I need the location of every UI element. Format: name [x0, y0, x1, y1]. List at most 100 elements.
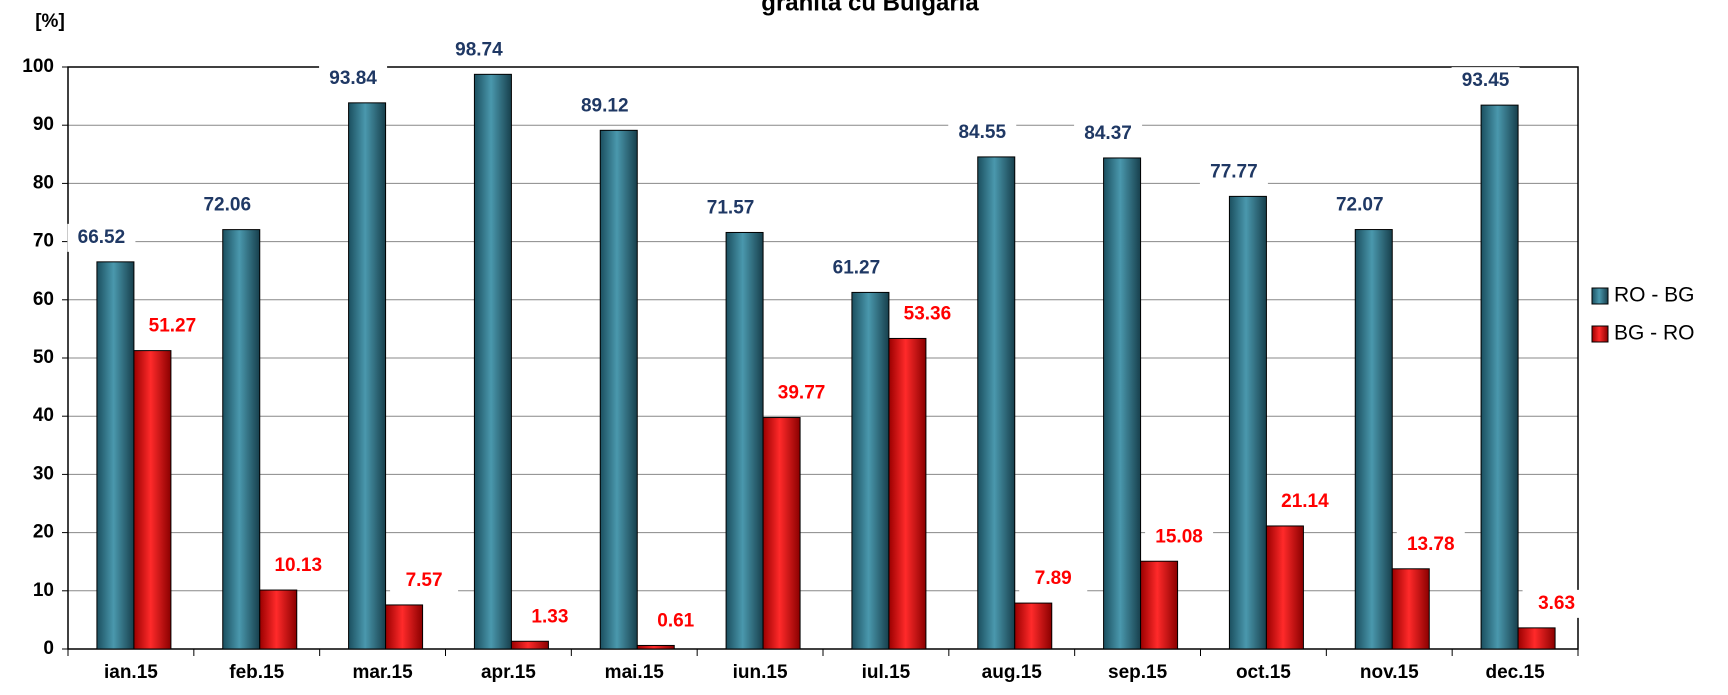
value-label-bg	[1074, 119, 1143, 148]
value-label: 1.33	[531, 606, 568, 627]
y-tick-label: 0	[43, 638, 54, 659]
x-tick-label: mai.15	[605, 662, 665, 683]
y-tick-label: 30	[33, 463, 54, 484]
value-label-bg	[138, 312, 207, 341]
legend-label: BG - RO	[1614, 322, 1695, 345]
bar	[473, 73, 512, 650]
value-label-bg	[1199, 158, 1268, 187]
y-tick-label: 70	[33, 231, 54, 252]
bar	[725, 231, 764, 650]
bar	[1391, 568, 1430, 650]
value-label: 13.78	[1407, 534, 1455, 555]
bar	[599, 129, 638, 650]
value-label-bg	[893, 300, 962, 329]
x-tick-label: ian.15	[104, 662, 158, 683]
legend-swatch	[1591, 287, 1609, 305]
value-label: 89.12	[581, 95, 629, 116]
bar	[259, 589, 298, 650]
x-tick-label: dec.15	[1486, 662, 1546, 683]
value-label: 10.13	[274, 555, 322, 576]
legend-label: RO - BG	[1614, 284, 1695, 307]
y-tick-label: 60	[33, 289, 54, 310]
value-label: 93.45	[1462, 70, 1510, 91]
bar	[222, 229, 261, 650]
bar	[133, 350, 172, 650]
y-axis-label: [%]	[35, 11, 65, 32]
x-tick-label: apr.15	[481, 662, 536, 683]
value-label: 3.63	[1538, 593, 1575, 614]
value-label: 72.06	[203, 195, 251, 216]
x-tick-label: mar.15	[352, 662, 413, 683]
bar	[851, 291, 890, 650]
value-label-bg	[1325, 191, 1394, 220]
value-label: 0.61	[657, 610, 694, 631]
y-tick-label: 80	[33, 172, 54, 193]
value-label: 84.55	[958, 122, 1006, 143]
value-label-bg	[1451, 67, 1520, 96]
value-label-bg	[390, 566, 459, 595]
bar	[636, 644, 675, 650]
bar	[510, 640, 549, 650]
value-label-bg	[444, 36, 513, 65]
value-label-bg	[1522, 589, 1591, 618]
value-label-bg	[515, 603, 584, 632]
bar	[1354, 229, 1393, 650]
value-label-bg	[641, 607, 710, 636]
value-label-bg	[319, 64, 388, 93]
x-tick-label: sep.15	[1108, 662, 1168, 683]
value-label: 53.36	[904, 303, 952, 324]
value-label-bg	[1396, 530, 1465, 559]
bar	[1265, 525, 1304, 650]
value-label-bg	[1019, 565, 1088, 594]
bar	[1014, 602, 1053, 650]
x-tick-label: feb.15	[229, 662, 284, 683]
value-label: 66.52	[78, 227, 126, 248]
value-label: 98.74	[455, 39, 503, 60]
value-label: 39.77	[778, 383, 826, 404]
y-tick-label: 40	[33, 405, 54, 426]
legend-swatch	[1591, 325, 1609, 343]
y-tick-label: 10	[33, 580, 54, 601]
value-label: 84.37	[1084, 123, 1132, 144]
value-label-bg	[264, 552, 333, 581]
value-label-bg	[193, 191, 262, 220]
x-tick-label: nov.15	[1360, 662, 1419, 683]
y-tick-label: 100	[22, 56, 54, 77]
y-tick-label: 50	[33, 347, 54, 368]
bar	[1228, 195, 1267, 650]
x-tick-label: oct.15	[1236, 662, 1291, 683]
chart-title: granita cu Bulgaria	[761, 0, 979, 16]
value-label-bg	[767, 379, 836, 408]
bar	[888, 337, 927, 650]
bar	[348, 102, 387, 650]
value-label-bg	[696, 194, 765, 223]
value-label-bg	[67, 223, 136, 252]
bar	[977, 156, 1016, 650]
value-label-bg	[570, 92, 639, 121]
bar	[385, 604, 424, 650]
y-tick-label: 20	[33, 522, 54, 543]
value-label-bg	[1270, 487, 1339, 516]
bar	[1103, 157, 1142, 650]
bar	[96, 261, 135, 650]
x-tick-label: iun.15	[733, 662, 788, 683]
value-label: 7.89	[1035, 568, 1072, 589]
bar	[1140, 560, 1179, 650]
x-tick-label: iul.15	[862, 662, 911, 683]
bar	[762, 417, 801, 650]
value-label-bg	[822, 254, 891, 283]
value-label: 77.77	[1210, 161, 1258, 182]
value-label: 93.84	[329, 68, 377, 89]
value-label: 21.14	[1281, 491, 1329, 512]
bar	[1480, 104, 1519, 650]
value-label: 71.57	[707, 197, 755, 218]
value-label: 51.27	[149, 316, 197, 337]
value-label: 72.07	[1336, 195, 1384, 216]
value-label: 61.27	[833, 257, 881, 278]
value-label-bg	[948, 118, 1017, 147]
bar	[1517, 627, 1556, 650]
x-tick-label: aug.15	[982, 662, 1043, 683]
y-tick-label: 90	[33, 114, 54, 135]
value-label: 15.08	[1155, 526, 1203, 547]
